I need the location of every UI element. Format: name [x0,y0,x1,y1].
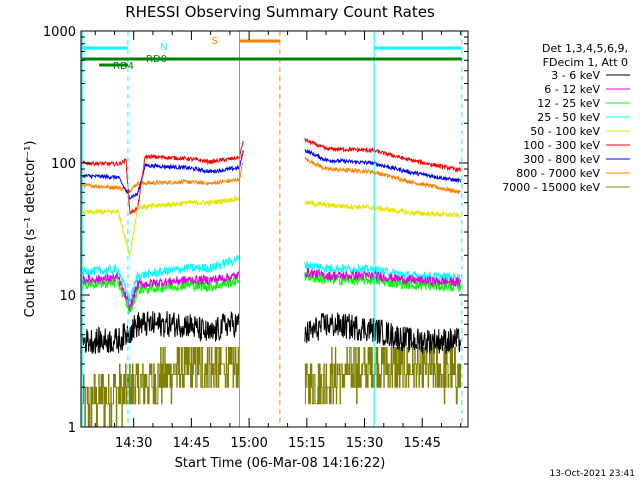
series-line [304,155,461,195]
legend-label: 6 - 12 keV [544,83,600,96]
series-6-12-kev [81,267,461,311]
marker-layer: N S RD0 RD4 [81,31,463,427]
legend-label: 12 - 25 keV [537,97,600,110]
series-line [304,312,461,354]
y-tick-label: 1 [68,421,76,436]
series-50-100-kev [81,194,461,257]
x-tick-label: 14:30 [115,436,152,451]
y-tick-label: 1000 [43,25,76,40]
x-tick-label: 15:15 [288,436,325,451]
x-axis-label: Start Time (06-Mar-08 14:16:22) [175,456,386,471]
series-line [81,149,244,200]
series-line [304,148,461,183]
y-tick-label: 100 [51,157,76,172]
series-line [81,140,244,216]
x-tick-label: 14:45 [173,436,210,451]
legend-label: 800 - 7000 keV [516,167,600,180]
legend-label: 25 - 50 keV [537,111,600,124]
series-300-800-kev [81,148,461,200]
series-25-50-kev [81,255,461,303]
plot-frame [80,30,469,428]
legend: Det 1,3,4,5,6,9,FDecim 1, Att 03 - 6 keV… [502,42,630,194]
legend-header: Det 1,3,4,5,6,9, [542,42,628,55]
chart-title: RHESSI Observing Summary Count Rates [125,3,435,21]
series-line [81,161,244,194]
series-line [81,255,240,303]
y-axis-label: Count Rate (s⁻¹ detector⁻¹) [23,141,38,318]
series-800-7000-kev [81,155,461,195]
x-tick-label: 15:30 [346,436,383,451]
legend-label: 300 - 800 keV [523,153,600,166]
series-layer [81,137,461,428]
legend-label: 100 - 300 keV [523,139,600,152]
series-100-300-kev [81,137,461,216]
y-tick-label: 10 [59,289,76,304]
x-tick-label: 15:00 [230,436,267,451]
series-line [304,267,461,288]
legend-header: FDecim 1, Att 0 [543,56,628,69]
series-line [304,347,461,405]
series-line [81,311,240,354]
event-bar-label-s: S [212,36,218,47]
series-line [81,194,240,257]
series-line [81,270,240,311]
series-line [304,137,461,173]
legend-label: 50 - 100 keV [530,125,600,138]
series-line [304,199,461,219]
legend-label: 7000 - 15000 keV [502,181,600,194]
series-line [304,260,461,284]
event-bar-label-n: N [160,42,167,53]
series-3-6-kev [81,311,461,354]
legend-label: 3 - 6 keV [551,69,600,82]
axes-layer: 1 10 100 1000 14:30 14:45 15:00 15:15 15:30 15:45 [43,25,469,451]
series-line [82,347,240,428]
x-tick-label: 15:45 [403,436,440,451]
series-7000-15000-kev [82,347,461,428]
chart-timestamp: 13-Oct-2021 23:41 [550,469,635,479]
event-bar-label-rd0: RD0 [146,54,167,65]
event-bar-label-rd4: RD4 [113,61,134,72]
